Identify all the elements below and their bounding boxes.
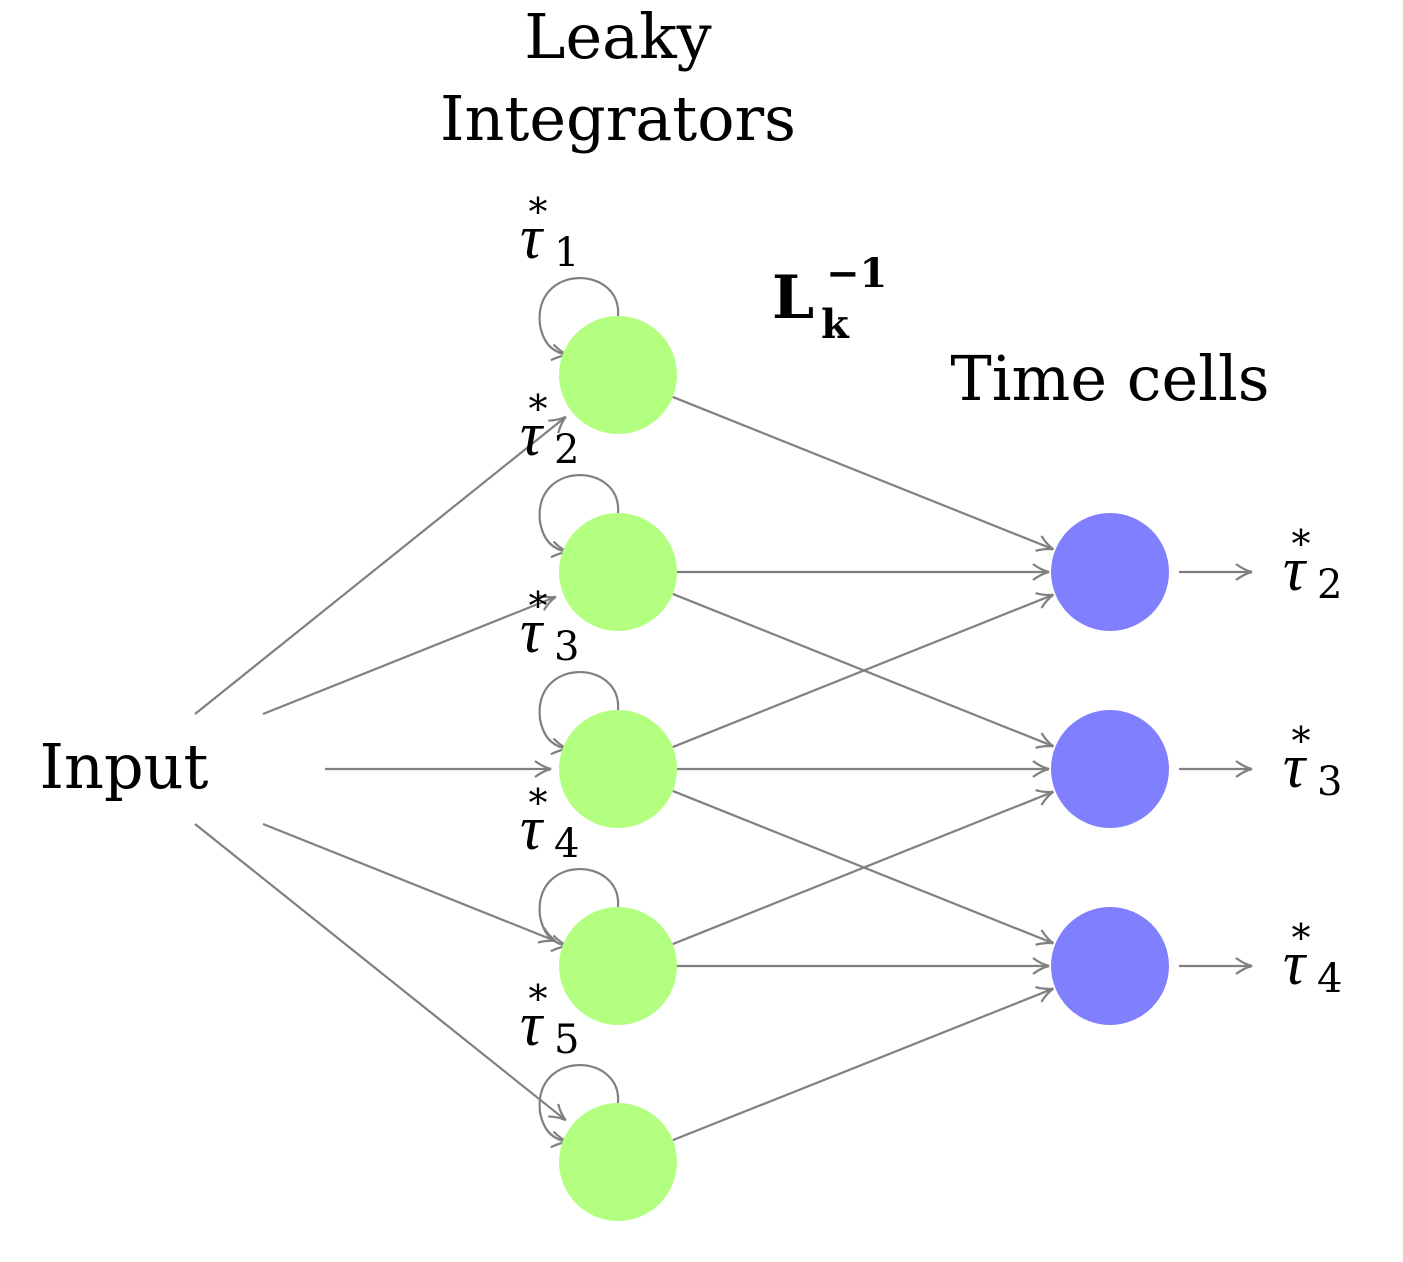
operator-base: L	[772, 263, 814, 333]
nodes-layer	[559, 316, 1169, 1221]
time-cell-label-2: τ*3	[1283, 719, 1342, 805]
input-label: Input	[40, 730, 209, 803]
integrator-label-2: τ*2	[520, 387, 579, 473]
time-cell-label-2-index: 3	[1317, 759, 1342, 805]
integrator-node-3	[559, 710, 677, 828]
self-loop-4	[538, 868, 620, 953]
time-cell-label-2-symbol: τ	[1283, 733, 1308, 801]
operator-subscript: k	[821, 301, 850, 348]
time-cell-node-3	[1051, 907, 1169, 1025]
operator-label: L k −1	[772, 250, 887, 348]
integrators-title-line2: Integrators	[440, 82, 796, 155]
integrator-label-1: τ*1	[520, 190, 579, 276]
integrator-label-1-symbol: τ	[520, 204, 545, 272]
integrator-label-2-star: *	[529, 387, 548, 431]
integrator-1-to-time-cell-1	[672, 395, 1055, 552]
integrator-label-3: τ*3	[520, 584, 579, 670]
time-cell-node-2	[1051, 710, 1169, 828]
integrator-label-3-star: *	[529, 584, 548, 628]
integrator-label-1-index: 1	[554, 230, 579, 276]
input-edge-1	[194, 415, 567, 715]
integrator-label-3-index: 3	[554, 624, 579, 670]
integrator-5-to-time-cell-3	[672, 986, 1054, 1142]
input-edge-5	[194, 823, 567, 1122]
integrator-node-4	[559, 907, 677, 1025]
integrator-3-to-time-cell-3	[672, 789, 1055, 946]
integrator-node-2	[559, 513, 677, 631]
integrator-label-5: τ*5	[520, 977, 579, 1063]
integrator-node-5	[559, 1103, 677, 1221]
integrator-2-to-time-cell-2	[672, 592, 1055, 749]
self-loop-5	[538, 1064, 620, 1149]
time-cell-label-2-star: *	[1292, 719, 1311, 763]
self-loop-2	[538, 474, 620, 559]
input-edge-4	[262, 822, 557, 944]
time-cell-label-1-symbol: τ	[1283, 536, 1308, 604]
integrator-node-1	[559, 316, 677, 434]
time-cell-label-1-star: *	[1292, 522, 1311, 566]
time-cell-label-3-star: *	[1292, 916, 1311, 960]
operator-superscript: −1	[826, 250, 887, 297]
time-cells-title: Time cells	[950, 342, 1269, 415]
integrator-label-4-index: 4	[554, 821, 579, 867]
time-cell-label-3: τ*4	[1283, 916, 1342, 1002]
time-cell-label-1: τ*2	[1283, 522, 1342, 608]
integrator-label-2-index: 2	[554, 427, 579, 473]
integrator-label-4-star: *	[529, 781, 548, 825]
time-cell-label-1-index: 2	[1317, 562, 1342, 608]
integrator-label-5-star: *	[529, 977, 548, 1021]
edges-layer	[194, 277, 1253, 1149]
integrator-label-5-symbol: τ	[520, 991, 545, 1059]
integrator-label-4: τ*4	[520, 781, 579, 867]
self-loop-1	[538, 277, 620, 362]
time-cell-label-3-symbol: τ	[1283, 930, 1308, 998]
integrator-label-1-star: *	[529, 190, 548, 234]
time-cell-node-1	[1051, 513, 1169, 631]
integrators-title-line1: Leaky	[524, 0, 711, 73]
input-edge-2	[262, 594, 557, 716]
integrator-label-3-symbol: τ	[520, 598, 545, 666]
labels-layer: τ*1τ*2τ*3τ*4τ*5τ*2τ*3τ*4	[520, 190, 1342, 1063]
time-cell-label-3-index: 4	[1317, 956, 1342, 1002]
integrator-label-4-symbol: τ	[520, 795, 545, 863]
integrator-label-5-index: 5	[554, 1017, 579, 1063]
self-loop-3	[538, 671, 620, 756]
integrator-label-2-symbol: τ	[520, 401, 545, 469]
